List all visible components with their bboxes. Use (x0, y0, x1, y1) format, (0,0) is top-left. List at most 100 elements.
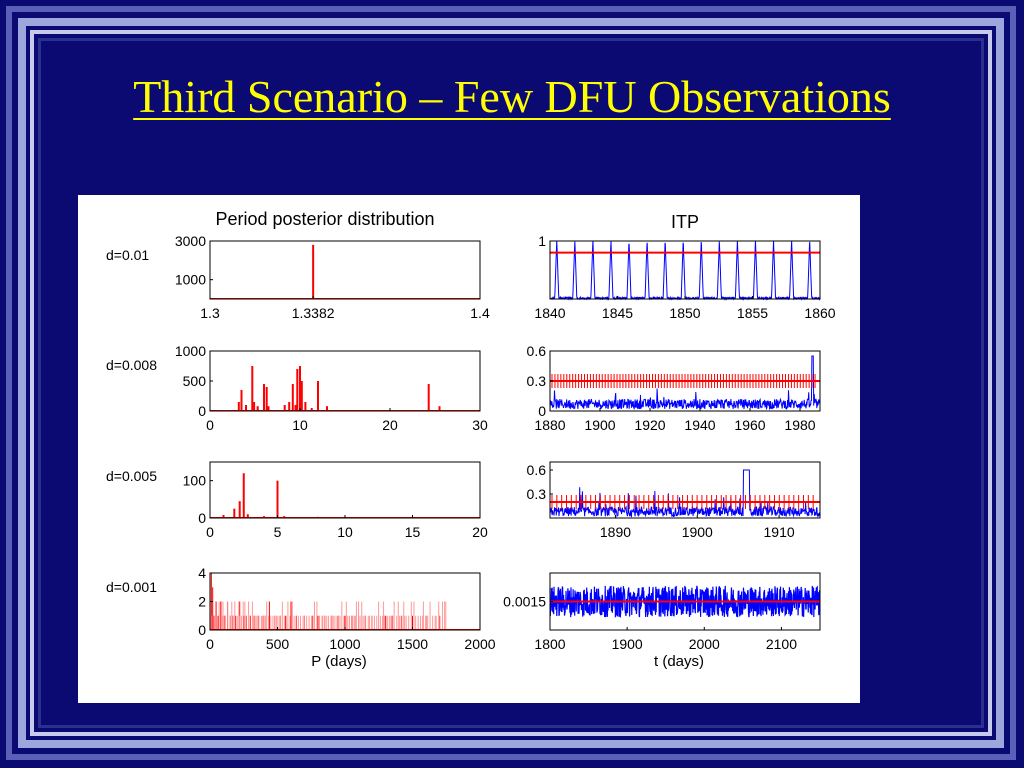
posterior-6-ytick-label: 2 (198, 594, 206, 610)
posterior-4-xtick-label: 5 (274, 524, 282, 540)
posterior-bar (240, 390, 243, 411)
posterior-bar (237, 402, 240, 411)
posterior-bar (361, 601, 363, 630)
posterior-bar (215, 601, 217, 630)
row-label: d=0.001 (106, 579, 157, 595)
posterior-bar (415, 615, 417, 630)
posterior-bar (250, 615, 251, 630)
posterior-bar (276, 480, 279, 518)
posterior-bar (373, 615, 375, 630)
posterior-bar (419, 615, 421, 630)
posterior-bar (354, 615, 356, 630)
posterior-6-xtick-label: 1000 (329, 636, 360, 652)
posterior-bar (220, 601, 222, 630)
posterior-bar (267, 615, 269, 630)
posterior-bar (252, 615, 254, 630)
posterior-bar (222, 601, 224, 630)
posterior-bar (397, 601, 399, 630)
posterior-bar (310, 615, 312, 630)
posterior-bar (390, 615, 392, 630)
itp-3-ytick-label: 0.6 (527, 343, 547, 359)
itp-5-xtick-label: 1900 (682, 524, 713, 540)
posterior-6-xtick-label: 500 (266, 636, 290, 652)
posterior-bar (378, 601, 380, 630)
posterior-bar (347, 615, 349, 630)
posterior-bar (232, 615, 234, 630)
posterior-bar (379, 615, 381, 630)
posterior-bar (293, 615, 295, 630)
posterior-bar (239, 615, 241, 630)
posterior-bar (331, 615, 333, 630)
posterior-bar (211, 615, 213, 630)
posterior-bar (358, 601, 360, 630)
posterior-bar (224, 615, 226, 630)
posterior-bar (256, 615, 258, 630)
posterior-bar (389, 615, 391, 630)
posterior-bar (288, 402, 291, 411)
posterior-bar (300, 381, 303, 411)
posterior-0-ytick-label: 3000 (175, 233, 206, 249)
posterior-bar (327, 615, 329, 630)
posterior-bar (352, 615, 354, 630)
posterior-bar (438, 406, 441, 411)
posterior-bar (391, 615, 393, 630)
posterior-bar (235, 615, 237, 630)
itp-5-xtick-label: 1890 (600, 524, 631, 540)
posterior-bar (287, 601, 289, 630)
posterior-bar (290, 601, 292, 630)
posterior-6-ytick-label: 4 (198, 565, 206, 581)
posterior-bar (381, 615, 383, 630)
posterior-bar (338, 615, 340, 630)
itp-5-ytick-label: 0.3 (527, 486, 547, 502)
posterior-bar (216, 615, 218, 630)
posterior-bar (251, 601, 253, 630)
posterior-4-xtick-label: 20 (472, 524, 488, 540)
posterior-bar (244, 601, 246, 630)
itp-3-xtick-label: 1880 (534, 417, 565, 433)
itp-3-ytick-label: 0.3 (527, 373, 547, 389)
posterior-bar (444, 601, 446, 630)
posterior-bar (302, 615, 304, 630)
posterior-bar (283, 615, 285, 630)
posterior-4-ytick-label: 100 (183, 473, 207, 489)
posterior-bar (268, 601, 270, 630)
posterior-bar (240, 615, 242, 630)
posterior-bar (439, 615, 440, 630)
itp-xlabel: t (days) (654, 653, 704, 670)
itp-3-ytick-label: 0 (538, 403, 546, 419)
posterior-bar (294, 405, 297, 411)
posterior-bar (367, 615, 369, 630)
posterior-bar (348, 615, 350, 630)
posterior-2-xtick-label: 20 (382, 417, 398, 433)
posterior-bar (224, 615, 226, 630)
posterior-bar (362, 615, 364, 630)
posterior-bar (303, 615, 305, 630)
figure-svg: Period posterior distribution d=0.01 1.3 1.… (106, 209, 836, 670)
posterior-2-xtick-label: 0 (206, 417, 214, 433)
posterior-bar (267, 406, 270, 411)
posterior-bar (264, 615, 266, 630)
posterior-bar (396, 615, 398, 630)
posterior-bar (345, 601, 347, 630)
posterior-bar (306, 615, 308, 630)
itp-3-xtick-label: 1980 (784, 417, 815, 433)
posterior-bar (422, 601, 424, 630)
posterior-bar (401, 615, 403, 630)
posterior-bar (274, 615, 276, 630)
posterior-bar (229, 615, 231, 630)
posterior-2-ytick-label: 0 (198, 403, 206, 419)
posterior-bar (410, 601, 412, 630)
posterior-bar (330, 615, 332, 630)
posterior-bar (231, 601, 233, 630)
posterior-bar (383, 615, 385, 630)
posterior-bar (291, 601, 293, 630)
posterior-bar (213, 615, 215, 630)
posterior-bar (341, 601, 343, 630)
itp-1-xtick-label: 1860 (804, 305, 835, 321)
itp-7-xtick-label: 2000 (689, 636, 720, 652)
posterior-bar (285, 615, 287, 630)
posterior-bar (355, 601, 357, 630)
posterior-bar (393, 601, 395, 630)
posterior-bar (385, 615, 387, 630)
posterior-bar (312, 615, 314, 630)
